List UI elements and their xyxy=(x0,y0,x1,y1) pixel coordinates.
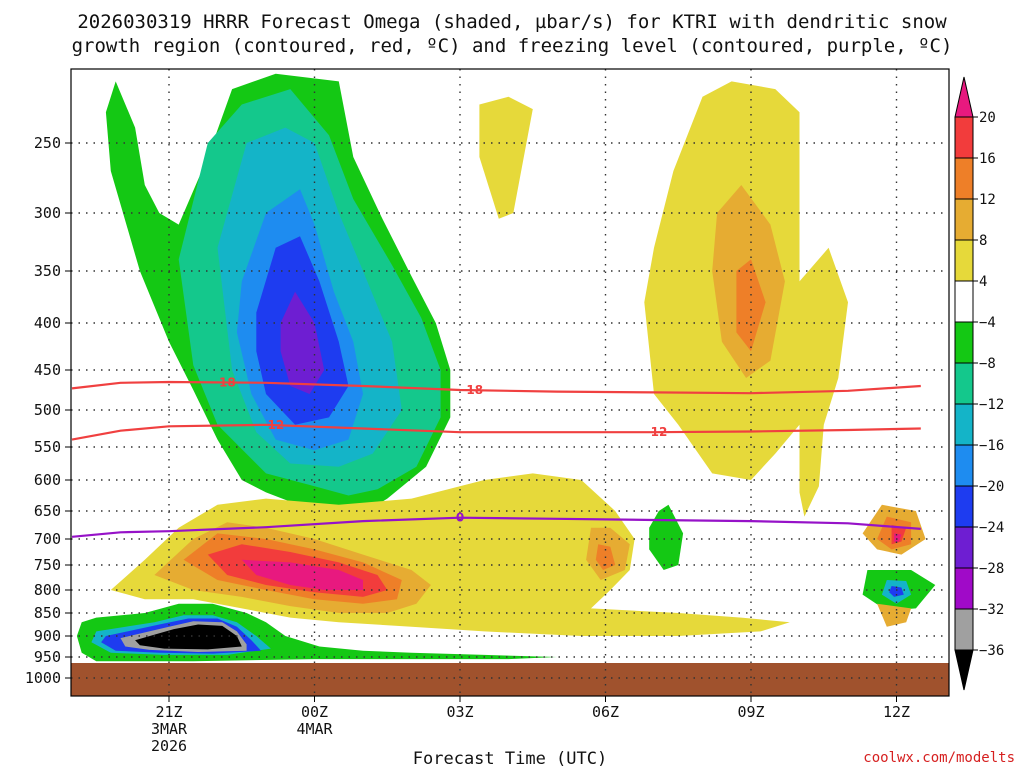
ground-terrain xyxy=(71,663,949,696)
ytick-label-850: 850 xyxy=(34,604,61,622)
omega-region-16 xyxy=(241,559,363,590)
xtick-label-06Z-1: 06Z xyxy=(592,703,619,721)
ytick-label-300: 300 xyxy=(34,204,61,222)
plot-frame xyxy=(70,68,950,697)
xtick-label-00Z-2: 4MAR xyxy=(296,720,333,738)
dgz-minus12-contour-line xyxy=(71,423,921,441)
omega-region-28 xyxy=(889,586,904,597)
dgz-minus18-contour-label-1: −18 xyxy=(456,383,483,397)
colorbar-label-8: −16 xyxy=(979,438,1004,454)
colorbar-segment-0 xyxy=(954,116,974,159)
colorbar-segment-3 xyxy=(954,239,974,282)
colorbar-segment-9 xyxy=(954,485,974,528)
colorbar-segment-6 xyxy=(954,362,974,405)
freezing-level-contour-line xyxy=(71,516,921,538)
omega-shading xyxy=(76,73,936,662)
credit-text: coolwx.com/modelts xyxy=(863,750,1015,766)
xtick-label-03Z-1: 03Z xyxy=(446,703,473,721)
ytick-label-900: 900 xyxy=(34,627,61,645)
colorbar-label-6: −8 xyxy=(979,356,996,372)
colorbar: 20 16 12 8 4 −4 −8 −12 −16 −20 −24 −28 −32 −36 xyxy=(954,76,1004,691)
y-axis-pressure: 250 300 350 400 450 500 550 600 650 700 750 800 850 9… xyxy=(25,134,71,687)
colorbar-segment-8 xyxy=(954,444,974,487)
colorbar-bottom-arrow xyxy=(954,649,974,691)
colorbar-label-2: 12 xyxy=(979,192,996,208)
colorbar-segment-11 xyxy=(954,567,974,610)
plot-area: −18 −18 −12 −12 0 xyxy=(71,69,949,696)
colorbar-label-0: 20 xyxy=(979,110,996,126)
colorbar-label-9: −20 xyxy=(979,479,1004,495)
ytick-label-800: 800 xyxy=(34,581,61,599)
ytick-label-1000: 1000 xyxy=(25,669,61,687)
colorbar-segment-1 xyxy=(954,157,974,200)
omega-region-11 xyxy=(135,624,242,650)
ytick-label-250: 250 xyxy=(34,134,61,152)
xtick-label-21Z-3: 2026 xyxy=(151,737,187,755)
colorbar-segment-10 xyxy=(954,526,974,569)
omega-region-21 xyxy=(799,247,848,517)
ytick-label-600: 600 xyxy=(34,471,61,489)
ytick-label-450: 450 xyxy=(34,361,61,379)
dgz-minus12-contour-label-1: −12 xyxy=(641,425,668,439)
ytick-label-550: 550 xyxy=(34,438,61,456)
colorbar-label-7: −12 xyxy=(979,397,1004,413)
dgz-minus18-contour-label-0: −18 xyxy=(209,375,236,389)
colorbar-label-12: −32 xyxy=(979,602,1004,618)
ytick-label-750: 750 xyxy=(34,556,61,574)
colorbar-segment-12 xyxy=(954,608,974,651)
dgz-minus12-contour-label-0: −12 xyxy=(257,418,284,432)
colorbar-top-arrow xyxy=(954,76,974,118)
colorbar-segment-7 xyxy=(954,403,974,446)
omega-region-20 xyxy=(479,96,533,219)
xtick-label-09Z-1: 09Z xyxy=(737,703,764,721)
dgz-minus18-contour-line xyxy=(71,380,921,395)
temperature-contours: −18 −18 −12 −12 0 xyxy=(71,375,921,538)
omega-region-32 xyxy=(877,603,912,627)
x-axis-label: Forecast Time (UTC) xyxy=(413,749,607,768)
colorbar-label-3: 8 xyxy=(979,233,987,249)
colorbar-label-4: 4 xyxy=(979,274,987,290)
xtick-label-12Z-1: 12Z xyxy=(883,703,910,721)
colorbar-segment-2 xyxy=(954,198,974,241)
colorbar-segment-5 xyxy=(954,321,974,364)
chart-title-line1: 2026030319 HRRR Forecast Omega (shaded, … xyxy=(77,11,947,33)
ytick-label-400: 400 xyxy=(34,314,61,332)
colorbar-label-10: −24 xyxy=(979,520,1004,536)
colorbar-label-11: −28 xyxy=(979,561,1004,577)
chart-title-line2: growth region (contoured, red, ºC) and f… xyxy=(72,35,953,57)
omega-region-5 xyxy=(280,291,325,394)
xtick-label-21Z-2: 3MAR xyxy=(151,720,188,738)
xtick-label-00Z-1: 00Z xyxy=(301,703,328,721)
colorbar-label-5: −4 xyxy=(979,315,996,331)
ytick-label-500: 500 xyxy=(34,401,61,419)
colorbar-label-13: −36 xyxy=(979,643,1004,659)
ytick-label-700: 700 xyxy=(34,530,61,548)
ytick-label-950: 950 xyxy=(34,648,61,666)
ytick-label-350: 350 xyxy=(34,262,61,280)
colorbar-label-1: 16 xyxy=(979,151,996,167)
xtick-label-21Z-1: 21Z xyxy=(155,703,182,721)
colorbar-segment-4 xyxy=(954,280,974,323)
omega-region-19 xyxy=(736,259,766,352)
ytick-label-650: 650 xyxy=(34,502,61,520)
freezing-level-contour-label-0: 0 xyxy=(456,511,464,525)
